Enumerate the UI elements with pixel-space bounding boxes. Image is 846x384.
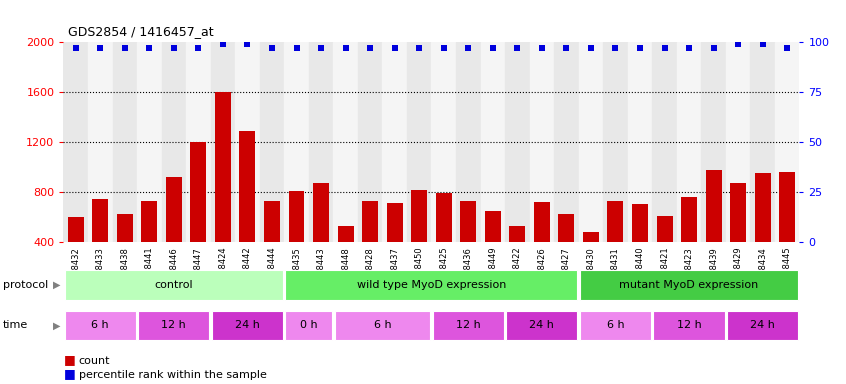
Bar xyxy=(338,226,354,292)
Bar xyxy=(334,311,431,340)
Bar xyxy=(211,42,235,242)
Bar xyxy=(534,202,550,292)
Bar xyxy=(701,42,726,242)
Bar xyxy=(387,203,403,292)
Bar xyxy=(579,42,603,242)
Bar xyxy=(580,311,651,340)
Text: 12 h: 12 h xyxy=(456,320,481,331)
Bar xyxy=(63,42,88,242)
Bar xyxy=(288,191,305,292)
Text: time: time xyxy=(3,320,28,331)
Bar xyxy=(481,42,505,242)
Bar xyxy=(117,214,133,292)
Bar xyxy=(285,270,578,300)
Bar xyxy=(313,183,329,292)
Bar xyxy=(603,42,628,242)
Bar xyxy=(113,42,137,242)
Text: 6 h: 6 h xyxy=(91,320,109,331)
Bar xyxy=(215,92,231,292)
Bar xyxy=(656,216,673,292)
Bar xyxy=(285,311,332,340)
Bar xyxy=(628,42,652,242)
Bar xyxy=(358,42,382,242)
Bar xyxy=(554,42,579,242)
Bar xyxy=(485,211,501,292)
Text: percentile rank within the sample: percentile rank within the sample xyxy=(79,370,266,380)
Bar xyxy=(138,311,210,340)
Bar xyxy=(436,193,452,292)
Bar xyxy=(506,311,578,340)
Bar xyxy=(190,142,206,292)
Bar xyxy=(382,42,407,242)
Bar xyxy=(309,42,333,242)
Bar xyxy=(580,270,799,300)
Bar xyxy=(652,42,677,242)
Bar xyxy=(456,42,481,242)
Bar xyxy=(432,311,504,340)
Bar xyxy=(407,42,431,242)
Bar xyxy=(509,226,525,292)
Text: 6 h: 6 h xyxy=(607,320,624,331)
Bar xyxy=(755,173,771,292)
Bar xyxy=(706,170,722,292)
Bar xyxy=(779,172,795,292)
Bar xyxy=(677,42,701,242)
Bar xyxy=(583,232,599,292)
Bar xyxy=(141,201,157,292)
Text: 6 h: 6 h xyxy=(374,320,391,331)
Bar xyxy=(750,42,775,242)
Text: 12 h: 12 h xyxy=(162,320,186,331)
Bar xyxy=(92,200,108,292)
Bar xyxy=(68,217,84,292)
Bar xyxy=(653,311,725,340)
Text: protocol: protocol xyxy=(3,280,47,290)
Bar xyxy=(264,201,280,292)
Text: mutant MyoD expression: mutant MyoD expression xyxy=(619,280,759,290)
Bar xyxy=(284,42,309,242)
Text: 0 h: 0 h xyxy=(300,320,317,331)
Bar xyxy=(775,42,799,242)
Bar xyxy=(411,190,427,292)
Bar xyxy=(632,205,648,292)
Bar xyxy=(726,42,750,242)
Bar xyxy=(530,42,554,242)
Bar xyxy=(505,42,530,242)
Text: GDS2854 / 1416457_at: GDS2854 / 1416457_at xyxy=(68,25,213,38)
Text: count: count xyxy=(79,356,110,366)
Bar xyxy=(235,42,260,242)
Text: wild type MyoD expression: wild type MyoD expression xyxy=(357,280,506,290)
Text: control: control xyxy=(155,280,193,290)
Text: ▶: ▶ xyxy=(53,320,61,331)
Text: 24 h: 24 h xyxy=(235,320,260,331)
Bar xyxy=(607,201,624,292)
Bar xyxy=(727,311,799,340)
Bar xyxy=(88,42,113,242)
Bar xyxy=(162,42,186,242)
Bar xyxy=(64,270,283,300)
Text: 24 h: 24 h xyxy=(750,320,775,331)
Bar xyxy=(239,131,255,292)
Text: 24 h: 24 h xyxy=(530,320,554,331)
Bar xyxy=(186,42,211,242)
Bar xyxy=(166,177,182,292)
Bar xyxy=(260,42,284,242)
Bar xyxy=(558,214,574,292)
Text: ■: ■ xyxy=(63,367,75,380)
Bar xyxy=(681,197,697,292)
Bar xyxy=(730,183,746,292)
Text: ■: ■ xyxy=(63,353,75,366)
Text: ▶: ▶ xyxy=(53,280,61,290)
Bar xyxy=(212,311,283,340)
Bar xyxy=(460,201,476,292)
Text: 12 h: 12 h xyxy=(677,320,701,331)
Bar xyxy=(333,42,358,242)
Bar xyxy=(431,42,456,242)
Bar xyxy=(137,42,162,242)
Bar xyxy=(362,201,378,292)
Bar xyxy=(64,311,136,340)
